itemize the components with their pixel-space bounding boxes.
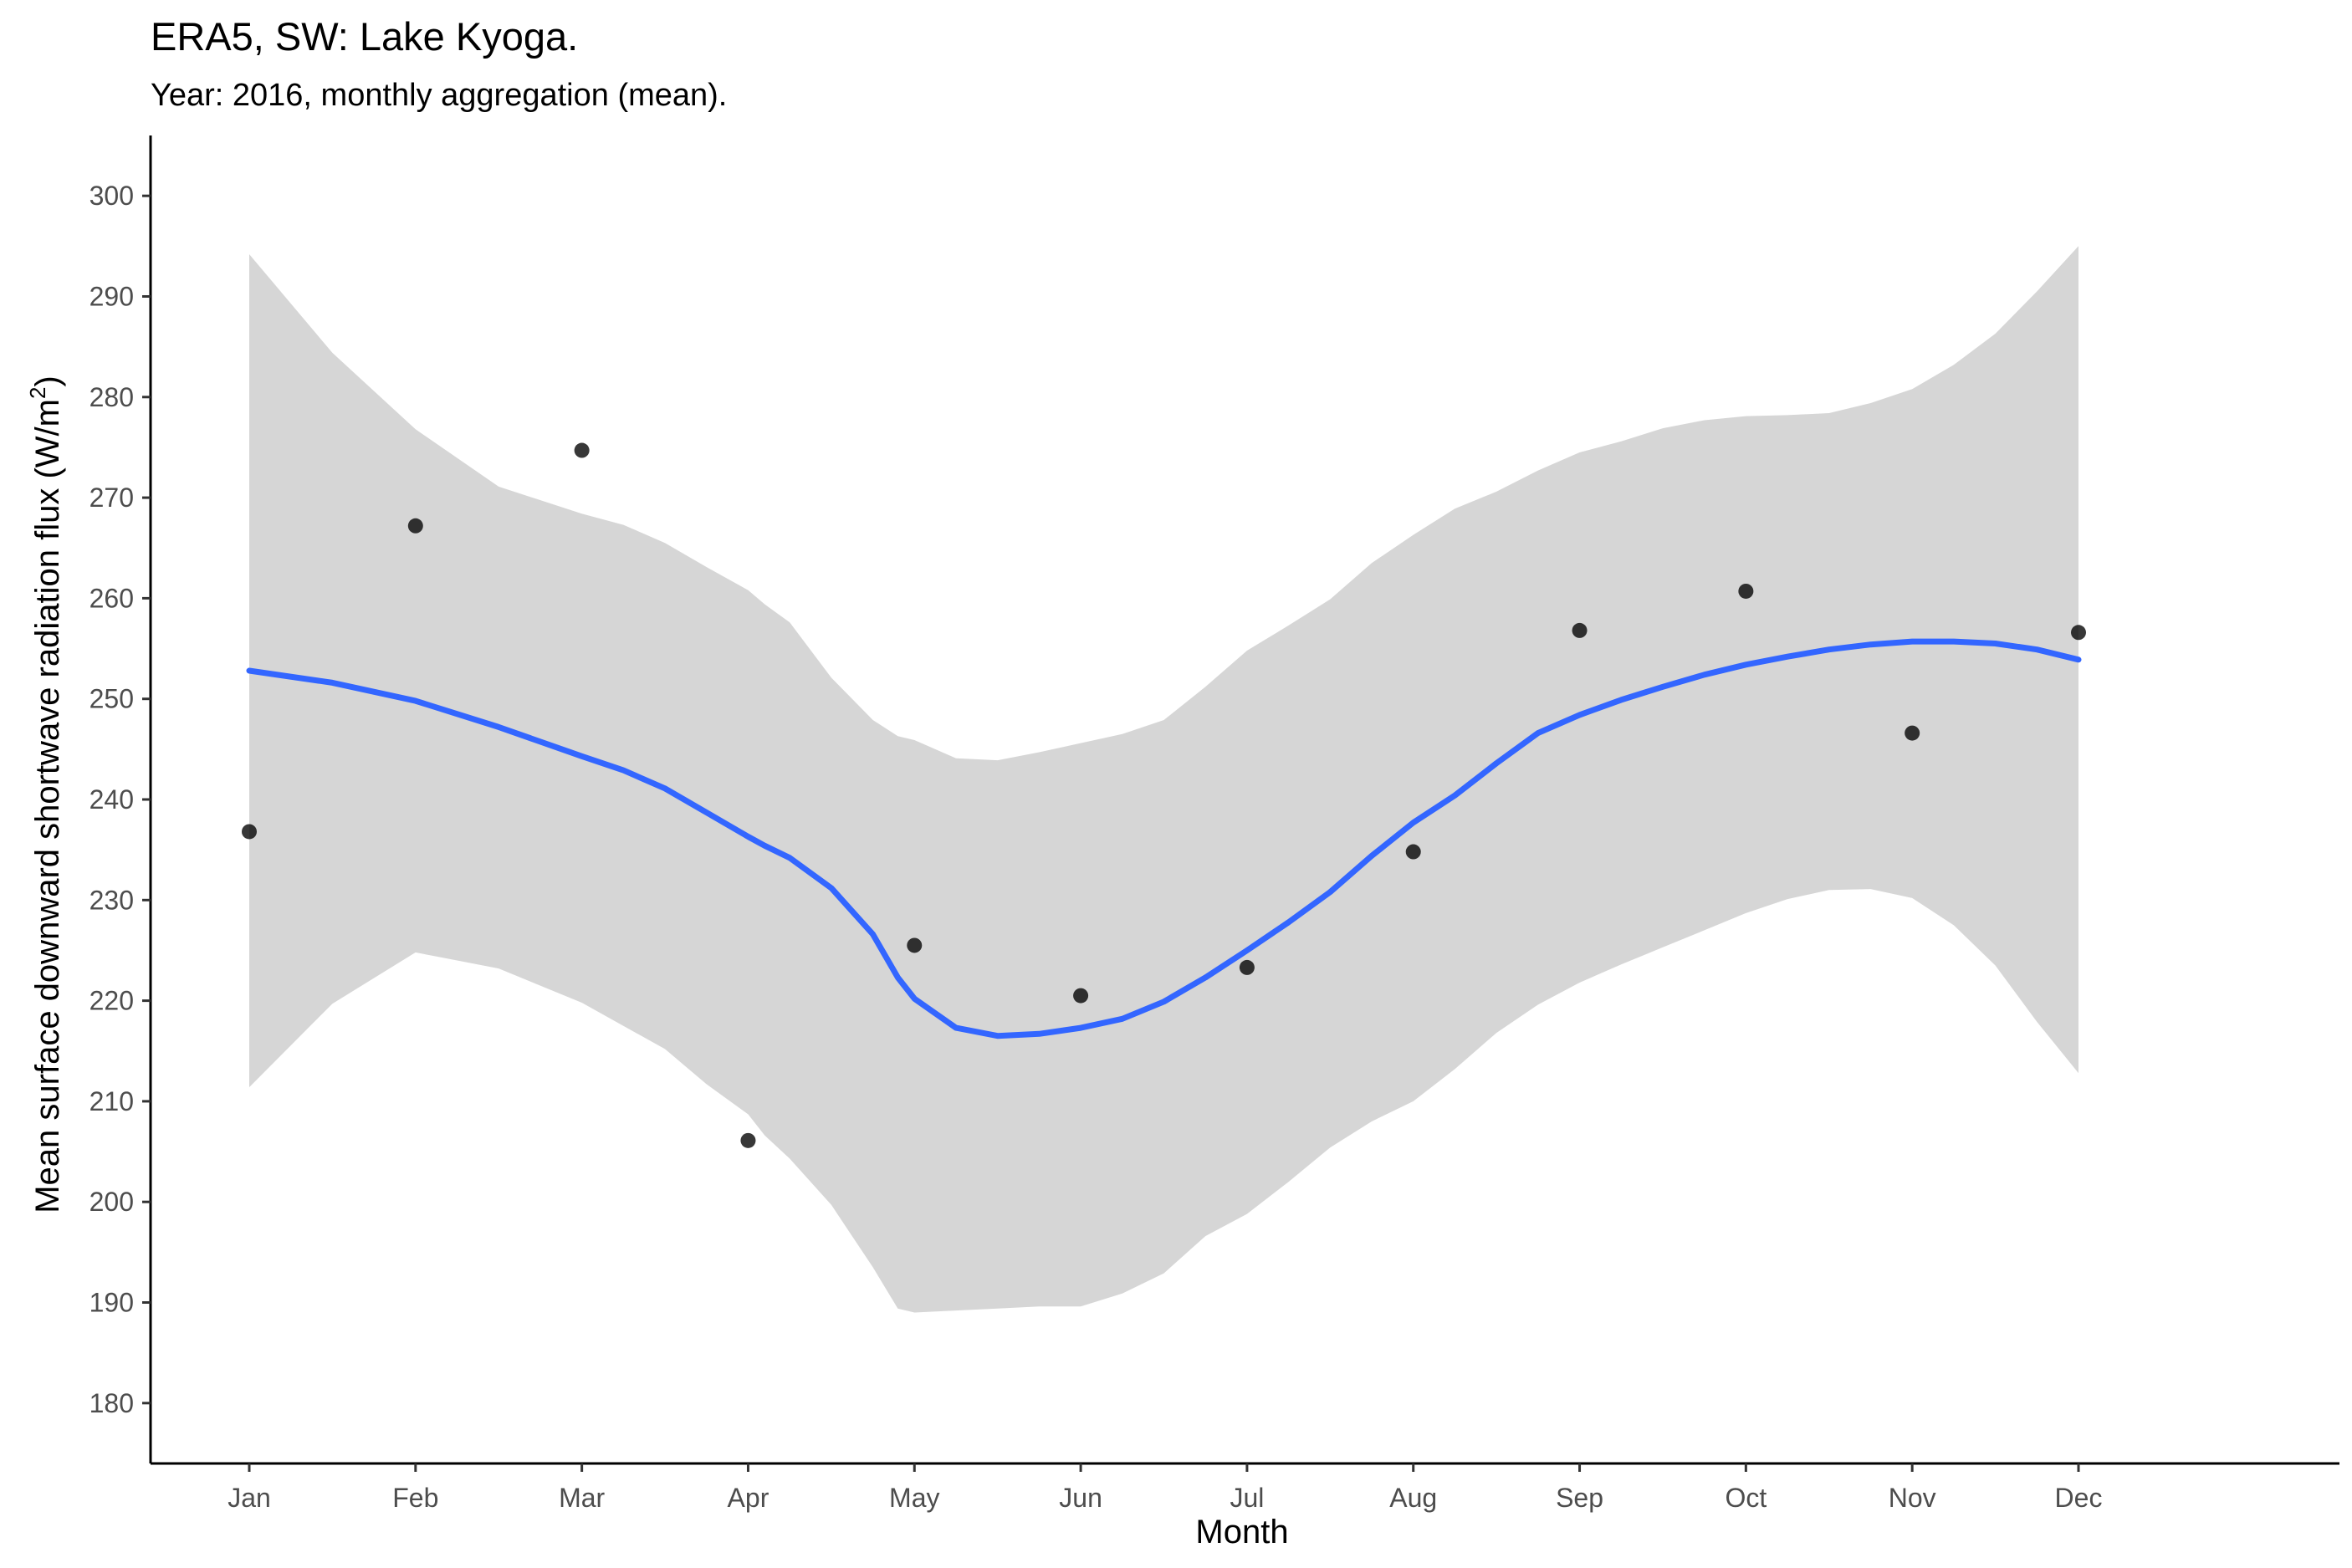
y-tick-label: 200 (89, 1187, 134, 1217)
y-tick-label: 290 (89, 281, 134, 311)
data-points-layer (242, 442, 2086, 1148)
x-tick-label: Jun (1059, 1483, 1102, 1513)
y-axis-title: Mean surface downward shortwave radiatio… (25, 375, 66, 1213)
data-point-dec (2071, 625, 2086, 641)
y-axis-title-main: Mean surface downward shortwave radiatio… (29, 399, 66, 1213)
y-tick-label: 270 (89, 483, 134, 513)
confidence-band-layer (249, 246, 2078, 1313)
confidence-band (249, 246, 2078, 1313)
smooth-line-layer (246, 638, 2082, 1039)
y-axis-title-close: ) (29, 375, 66, 386)
y-tick-label: 250 (89, 684, 134, 714)
y-tick-label: 190 (89, 1288, 134, 1318)
y-axis-title-superscript: 2 (25, 387, 50, 399)
y-axis-ticks: 180 190 200 210 220 230 240 250 260 270 280 290 300 (89, 181, 151, 1418)
x-axis-title: Month (1195, 1514, 1288, 1550)
y-tick-label: 180 (89, 1388, 134, 1418)
x-tick-label: Aug (1389, 1483, 1437, 1513)
data-point-mar (574, 442, 590, 458)
chart-title: ERA5, SW: Lake Kyoga. (151, 14, 578, 59)
smooth-trend-line (246, 638, 2082, 1039)
data-point-jun (1073, 988, 1089, 1004)
chart-subtitle: Year: 2016, monthly aggregation (mean). (151, 78, 727, 113)
y-tick-label: 240 (89, 784, 134, 815)
x-tick-label: Jul (1230, 1483, 1264, 1513)
data-point-nov (1905, 725, 1920, 741)
x-tick-label: Sep (1556, 1483, 1603, 1513)
x-tick-label: Nov (1889, 1483, 1936, 1513)
x-tick-label: Apr (728, 1483, 770, 1513)
data-point-jan (242, 824, 257, 840)
data-point-apr (740, 1132, 756, 1148)
y-tick-label: 220 (89, 986, 134, 1016)
data-point-jul (1239, 959, 1255, 975)
x-tick-label: Dec (2055, 1483, 2103, 1513)
data-point-aug (1405, 844, 1421, 860)
data-point-oct (1738, 583, 1754, 599)
x-tick-label: Mar (559, 1483, 605, 1513)
data-point-sep (1572, 622, 1588, 638)
y-tick-label: 300 (89, 181, 134, 211)
x-tick-label: Feb (392, 1483, 438, 1513)
axes: 180190200210220230240250260270280290300 … (89, 135, 2339, 1513)
y-tick-label: 210 (89, 1086, 134, 1116)
x-tick-label: May (889, 1483, 939, 1513)
y-tick-label: 230 (89, 885, 134, 915)
y-tick-label: 260 (89, 583, 134, 613)
y-tick-label: 280 (89, 382, 134, 412)
x-axis-ticks: Jan Feb Mar Apr May Jun Jul Aug Sep Oct Nov Dec (228, 1463, 2102, 1513)
data-point-feb (407, 518, 423, 534)
data-point-may (907, 937, 923, 953)
x-tick-label: Oct (1725, 1483, 1767, 1513)
x-tick-label: Jan (228, 1483, 271, 1513)
